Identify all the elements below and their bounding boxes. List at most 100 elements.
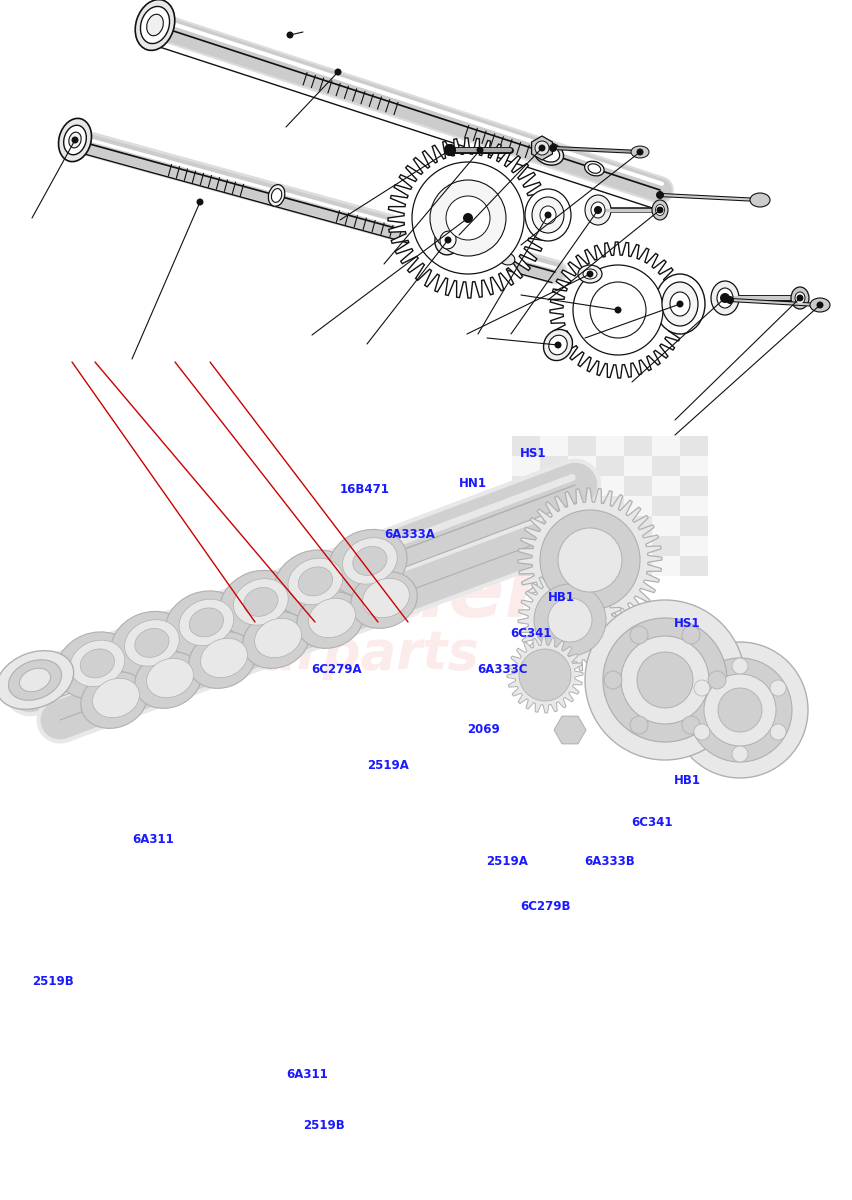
Ellipse shape (651, 200, 667, 220)
Ellipse shape (809, 298, 829, 312)
Ellipse shape (532, 197, 563, 233)
Ellipse shape (200, 638, 247, 678)
Circle shape (671, 642, 807, 778)
Bar (595, 516, 623, 536)
Circle shape (538, 145, 544, 151)
Ellipse shape (298, 566, 332, 596)
Bar (567, 496, 595, 516)
Bar (539, 536, 567, 556)
Bar (623, 496, 651, 516)
Circle shape (688, 658, 791, 762)
Bar (651, 556, 679, 576)
Text: 16B471: 16B471 (339, 484, 389, 496)
Bar (651, 456, 679, 476)
Ellipse shape (268, 185, 285, 206)
Bar (679, 556, 707, 576)
Circle shape (549, 144, 556, 152)
Text: 6A333B: 6A333B (584, 856, 634, 868)
Ellipse shape (254, 618, 301, 658)
Bar (679, 496, 707, 516)
Ellipse shape (790, 287, 808, 308)
Ellipse shape (584, 161, 603, 176)
Ellipse shape (93, 678, 139, 718)
Circle shape (518, 649, 570, 701)
Ellipse shape (538, 145, 559, 162)
Circle shape (444, 236, 451, 244)
Circle shape (534, 140, 549, 155)
Circle shape (533, 584, 605, 656)
Circle shape (412, 162, 523, 274)
Bar (651, 536, 679, 556)
Ellipse shape (582, 269, 596, 278)
Text: HB1: HB1 (673, 774, 700, 786)
Circle shape (538, 144, 545, 151)
Circle shape (693, 724, 709, 740)
Circle shape (613, 306, 621, 314)
Bar (595, 536, 623, 556)
Circle shape (693, 680, 709, 696)
Text: 6C279B: 6C279B (520, 900, 570, 912)
Bar (539, 496, 567, 516)
Bar (623, 436, 651, 456)
Ellipse shape (189, 608, 223, 637)
Ellipse shape (179, 599, 233, 646)
Circle shape (731, 746, 747, 762)
Text: 2069: 2069 (467, 724, 499, 736)
Text: HN1: HN1 (458, 478, 486, 490)
Bar (623, 536, 651, 556)
Circle shape (703, 674, 775, 746)
Ellipse shape (243, 612, 309, 668)
Ellipse shape (578, 265, 602, 283)
Circle shape (769, 680, 786, 696)
Bar (651, 516, 679, 536)
Circle shape (547, 598, 591, 642)
Circle shape (573, 265, 662, 355)
Circle shape (446, 146, 453, 154)
Bar (511, 516, 539, 536)
Bar (679, 436, 707, 456)
Ellipse shape (669, 292, 689, 316)
Circle shape (676, 301, 682, 307)
Ellipse shape (353, 546, 387, 575)
Ellipse shape (328, 529, 406, 596)
Text: 6A311: 6A311 (285, 1068, 327, 1080)
Ellipse shape (711, 281, 738, 314)
Bar (511, 456, 539, 476)
Polygon shape (550, 242, 685, 378)
Ellipse shape (717, 288, 732, 308)
Ellipse shape (70, 640, 124, 686)
Circle shape (603, 671, 621, 689)
Circle shape (719, 293, 729, 302)
Ellipse shape (135, 652, 201, 708)
Text: 6A333C: 6A333C (477, 664, 527, 676)
Circle shape (590, 282, 645, 338)
Circle shape (444, 144, 456, 156)
Bar (539, 516, 567, 536)
Ellipse shape (135, 0, 175, 50)
Bar (567, 436, 595, 456)
Circle shape (620, 636, 708, 724)
Polygon shape (531, 136, 552, 160)
Circle shape (446, 196, 489, 240)
Circle shape (586, 270, 593, 277)
Circle shape (196, 198, 204, 205)
Ellipse shape (794, 292, 804, 304)
Ellipse shape (654, 274, 704, 334)
Ellipse shape (435, 226, 461, 254)
Ellipse shape (548, 335, 567, 355)
Ellipse shape (147, 14, 163, 36)
Ellipse shape (220, 570, 297, 637)
Ellipse shape (20, 668, 50, 691)
Bar (595, 476, 623, 496)
Circle shape (286, 31, 293, 38)
Ellipse shape (69, 132, 81, 148)
Circle shape (539, 510, 639, 610)
Circle shape (769, 724, 786, 740)
Ellipse shape (80, 649, 114, 678)
Circle shape (676, 300, 682, 307)
Ellipse shape (244, 588, 278, 617)
Circle shape (463, 212, 473, 223)
Circle shape (554, 342, 561, 348)
Ellipse shape (81, 672, 147, 728)
Ellipse shape (524, 188, 570, 241)
